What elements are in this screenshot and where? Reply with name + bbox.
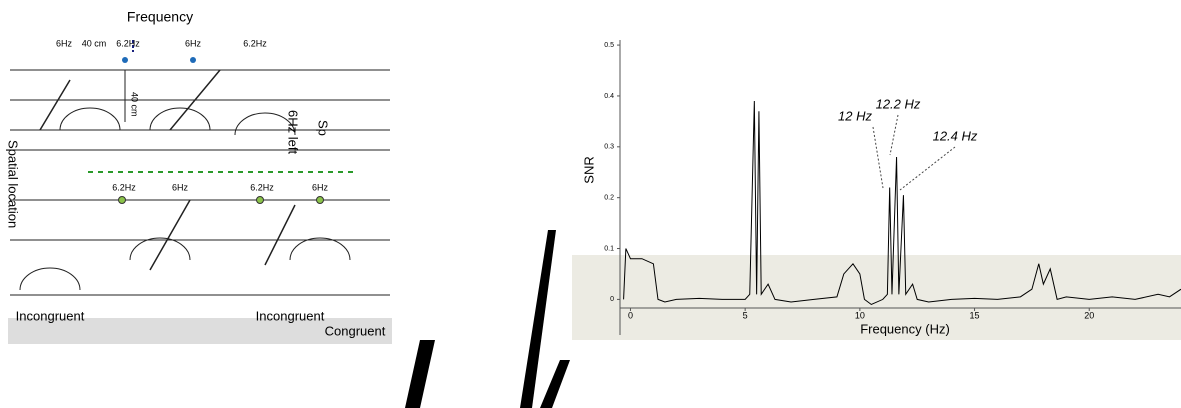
- x-tick-label: 5: [743, 310, 748, 320]
- figure: [39, 69, 296, 271]
- freq-label: 6.2Hz: [116, 38, 140, 48]
- annotation-arrow: [899, 146, 956, 191]
- y-tick-label: 0: [610, 296, 614, 303]
- x-tick-label: 10: [855, 310, 865, 320]
- plot-band: [572, 255, 1181, 340]
- light: [122, 57, 128, 63]
- freq-label: 6Hz: [172, 182, 189, 192]
- x-tick-label: 20: [1084, 310, 1094, 320]
- annotation: 12 Hz: [838, 108, 872, 123]
- annotation-arrow: [872, 126, 884, 189]
- x-tick-label: 15: [970, 310, 980, 320]
- freq-label: 6.2Hz: [112, 182, 136, 192]
- spectrum-line: [623, 101, 1181, 306]
- light: [256, 196, 264, 204]
- distance-label: 40 cm: [82, 38, 107, 48]
- x-tick-label: 0: [628, 310, 633, 320]
- distance-label: 40 cm: [130, 92, 140, 117]
- x-axis-label: Frequency (Hz): [860, 321, 950, 336]
- light: [316, 196, 324, 204]
- side-label: Sp: [316, 120, 331, 136]
- stroke: [540, 360, 570, 408]
- condition: Congruent: [325, 323, 386, 338]
- annotation: 12.2 Hz: [876, 96, 921, 111]
- chart: 0 0.1 0.2 0.3 0.4 0.5 0 5 10 15 20 Frequency (Hz) SN…: [581, 40, 1181, 336]
- diagram: [8, 40, 392, 345]
- axis-label: Spatial location: [6, 140, 21, 228]
- stroke: [405, 340, 435, 408]
- stroke: [520, 230, 556, 408]
- diagram-title: Frequency: [127, 9, 193, 25]
- annotation: 12.4 Hz: [933, 128, 978, 143]
- freq-label: 6.2Hz: [243, 38, 267, 48]
- light: [118, 196, 126, 204]
- chair: [19, 107, 351, 291]
- y-axis-label: SNR: [581, 156, 596, 183]
- freq-label: 6Hz: [312, 182, 329, 192]
- condition: Incongruent: [256, 308, 325, 323]
- condition-bar: [8, 318, 392, 344]
- freq-label: 6Hz: [56, 38, 73, 48]
- light: [190, 57, 196, 63]
- side-label: 6Hz left: [286, 110, 301, 154]
- annotation-arrow: [889, 114, 899, 156]
- y-tick-label: 0.1: [604, 245, 614, 252]
- y-tick-label: 0.2: [604, 195, 614, 202]
- y-tick-label: 0.5: [604, 42, 614, 49]
- condition: Incongruent: [16, 308, 85, 323]
- freq-label: 6.2Hz: [250, 182, 274, 192]
- y-tick-label: 0.3: [604, 144, 614, 151]
- y-tick-label: 0.4: [604, 93, 614, 100]
- freq-label: 6Hz: [185, 38, 202, 48]
